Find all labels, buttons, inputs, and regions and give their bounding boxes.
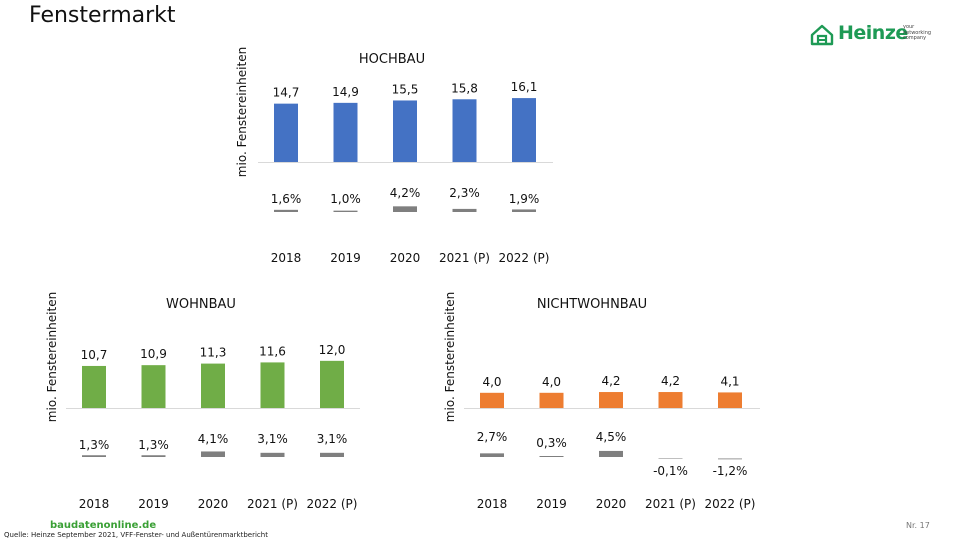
hochbau-value-label: 16,1 (511, 80, 538, 94)
hochbau-value-label: 15,8 (451, 81, 478, 95)
wohnbau-value-label: 11,3 (200, 346, 227, 360)
nichtwohnbau-change-bar (658, 458, 683, 459)
hochbau-value-label: 14,7 (273, 86, 300, 100)
wohnbau-category-label: 2021 (P) (247, 497, 298, 511)
hochbau-change-bar (452, 208, 477, 212)
wohnbau-value-label: 10,7 (81, 348, 108, 362)
nichtwohnbau-bar (480, 392, 504, 408)
wohnbau-category-label: 2020 (198, 497, 229, 511)
wohnbau-bar (141, 365, 166, 408)
nichtwohnbau-bar (658, 392, 683, 408)
wohnbau-category-label: 2019 (138, 497, 169, 511)
nichtwohnbau-category-label: 2019 (536, 497, 567, 511)
wohnbau-category-label: 2022 (P) (307, 497, 358, 511)
hochbau-change-label: 1,6% (271, 192, 302, 206)
wohnbau-change-bar (141, 455, 166, 457)
heinze-house-icon (810, 24, 834, 46)
wohnbau-change-label: 1,3% (79, 438, 110, 452)
nichtwohnbau-value-label: 4,0 (482, 375, 501, 389)
nichtwohnbau-change-label: 0,3% (536, 436, 567, 450)
nichtwohnbau-change-bar (718, 458, 742, 460)
nichtwohnbau-y-axis-label: mio. Fenstereinheiten (443, 292, 457, 422)
logo-tagline-line: your (903, 24, 915, 30)
hochbau-bar (393, 100, 417, 162)
hochbau-bar (512, 98, 536, 162)
hochbau-category-label: 2022 (P) (499, 251, 550, 265)
wohnbau-change-label: 4,1% (198, 432, 229, 446)
wohnbau-change-label: 3,1% (317, 432, 348, 446)
hochbau-change-label: 1,9% (509, 192, 540, 206)
logo-tagline-line: networking (903, 29, 932, 36)
nichtwohnbau-value-label: 4,1 (720, 374, 739, 388)
wohnbau-change-bar (260, 452, 285, 457)
nichtwohnbau-change-bar (480, 453, 504, 457)
wohnbau-change-label: 3,1% (257, 432, 288, 446)
nichtwohnbau-change-label: -0,1% (653, 464, 688, 478)
page-title: Fenstermarkt (29, 3, 176, 28)
nichtwohnbau-chart-title: NICHTWOHNBAU (537, 297, 647, 312)
nichtwohnbau-category-label: 2021 (P) (645, 497, 696, 511)
nichtwohnbau-category-label: 2022 (P) (705, 497, 756, 511)
wohnbau-bar (82, 365, 106, 408)
footer-source: Quelle: Heinze September 2021, VFF-Fenst… (4, 531, 268, 539)
wohnbau-value-label: 10,9 (140, 347, 167, 361)
nichtwohnbau-bar (599, 392, 623, 408)
nichtwohnbau-change-label: 4,5% (596, 430, 627, 444)
wohnbau-bar (320, 360, 344, 408)
nichtwohnbau-category-label: 2018 (477, 497, 508, 511)
logo-tagline-line: company (903, 35, 927, 41)
nichtwohnbau-bar (718, 392, 742, 408)
nichtwohnbau-bar (539, 392, 564, 408)
wohnbau-chart-title: WOHNBAU (166, 297, 236, 312)
hochbau-change-bar (512, 209, 536, 212)
hochbau-category-label: 2019 (330, 251, 361, 265)
wohnbau-change-bar (82, 455, 106, 457)
nichtwohnbau-value-label: 4,0 (542, 375, 561, 389)
wohnbau-bar (260, 362, 285, 408)
hochbau-y-axis-label: mio. Fenstereinheiten (235, 47, 249, 177)
wohnbau-value-label: 12,0 (319, 343, 346, 357)
hochbau-category-label: 2021 (P) (439, 251, 490, 265)
hochbau-bar (452, 99, 477, 162)
nichtwohnbau-value-label: 4,2 (661, 374, 680, 388)
nichtwohnbau-change-bar (539, 456, 564, 457)
hochbau-change-bar (333, 210, 358, 212)
nichtwohnbau-change-label: 2,7% (477, 430, 508, 444)
hochbau-change-label: 4,2% (390, 186, 421, 200)
heinze-logo: Heinze your networking company (810, 22, 940, 48)
wohnbau-value-label: 11,6 (259, 344, 286, 358)
wohnbau-change-bar (201, 451, 225, 457)
hochbau-value-label: 15,5 (392, 82, 419, 96)
hochbau-value-label: 14,9 (332, 85, 359, 99)
wohnbau-bar (201, 363, 225, 408)
hochbau-category-label: 2018 (271, 251, 302, 265)
footer-site[interactable]: baudatenonline.de (50, 520, 157, 531)
nichtwohnbau-category-label: 2020 (596, 497, 627, 511)
logo-text: Heinze (838, 22, 908, 44)
wohnbau-y-axis-label: mio. Fenstereinheiten (45, 292, 59, 422)
hochbau-change-bar (274, 209, 298, 212)
nichtwohnbau-change-label: -1,2% (713, 464, 748, 478)
wohnbau-change-bar (320, 452, 344, 457)
hochbau-chart-title: HOCHBAU (359, 52, 425, 67)
wohnbau-category-label: 2018 (79, 497, 110, 511)
wohnbau-change-label: 1,3% (138, 438, 169, 452)
hochbau-category-label: 2020 (390, 251, 421, 265)
slide-number: Nr. 17 (906, 521, 930, 530)
nichtwohnbau-change-bar (599, 450, 623, 457)
nichtwohnbau-value-label: 4,2 (601, 374, 620, 388)
logo-tagline: your networking company (903, 24, 932, 42)
hochbau-change-label: 2,3% (449, 186, 480, 200)
hochbau-bar (274, 103, 298, 162)
hochbau-bar (333, 102, 358, 162)
hochbau-change-label: 1,0% (330, 192, 361, 206)
hochbau-change-bar (393, 206, 417, 212)
